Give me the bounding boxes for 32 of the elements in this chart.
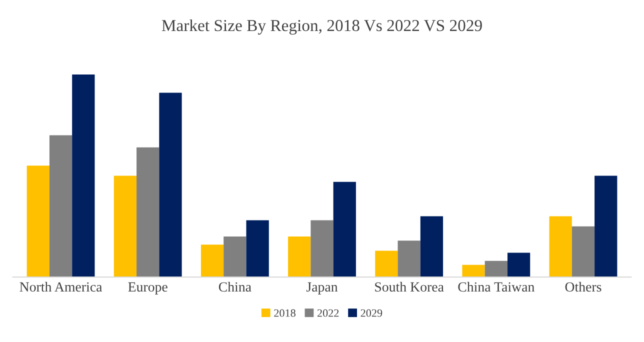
chart-title: Market Size By Region, 2018 Vs 2022 VS 2029 [162, 19, 482, 35]
bar [246, 220, 269, 278]
bar [484, 260, 508, 278]
bar [549, 216, 572, 278]
bar [200, 244, 224, 278]
bar [159, 92, 182, 278]
bar [572, 226, 595, 278]
x-tick-label: China [218, 282, 252, 292]
bar [72, 74, 95, 278]
bar [333, 182, 356, 278]
legend-label: 2018 [274, 309, 296, 317]
legend-label: 2029 [360, 309, 382, 317]
bar [114, 176, 137, 278]
bar [462, 264, 485, 278]
bar [420, 216, 444, 278]
bar [26, 166, 50, 278]
x-tick-label: China Taiwan [458, 282, 534, 292]
bar [594, 176, 618, 278]
x-tick-label: South Korea [375, 282, 444, 292]
bar [375, 250, 398, 278]
bar [310, 220, 334, 278]
x-tick-label: Others [565, 282, 602, 292]
x-tick-label: Japan [306, 282, 338, 294]
bar [224, 236, 246, 278]
bar [398, 240, 420, 278]
bar [288, 236, 311, 278]
bar [136, 147, 160, 278]
bar [507, 252, 530, 278]
x-tick-label: Europe [128, 282, 168, 294]
bar [49, 135, 72, 278]
x-tick-label: North America [20, 282, 102, 292]
legend-label: 2022 [317, 309, 339, 317]
